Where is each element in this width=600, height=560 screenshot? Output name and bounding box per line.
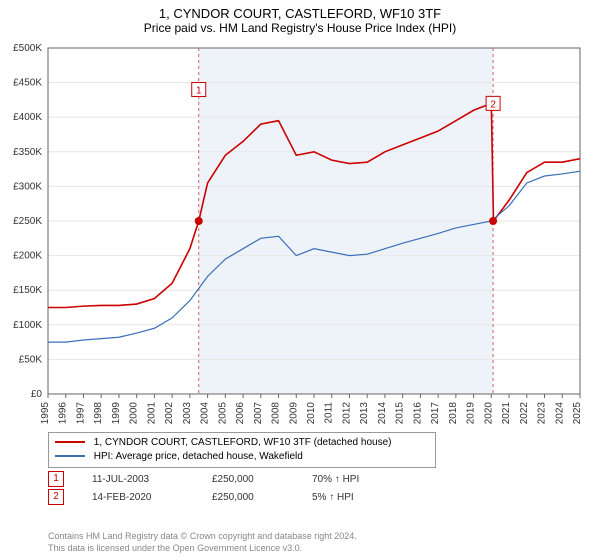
chart-title: 1, CYNDOR COURT, CASTLEFORD, WF10 3TF	[0, 0, 600, 21]
footnote-line: Contains HM Land Registry data © Crown c…	[48, 530, 357, 542]
svg-text:2023: 2023	[537, 402, 548, 425]
svg-text:2013: 2013	[359, 402, 370, 425]
legend-item: 1, CYNDOR COURT, CASTLEFORD, WF10 3TF (d…	[55, 436, 429, 450]
transactions-table: 1 11-JUL-2003 £250,000 70% ↑ HPI 2 14-FE…	[48, 470, 432, 506]
cell-pct: 5% ↑ HPI	[312, 492, 432, 503]
svg-text:2000: 2000	[129, 402, 140, 425]
cell-date: 14-FEB-2020	[92, 492, 212, 503]
footnote-line: This data is licensed under the Open Gov…	[48, 542, 357, 554]
cell-price: £250,000	[212, 492, 312, 503]
svg-text:£500K: £500K	[13, 43, 42, 54]
legend-label: 1, CYNDOR COURT, CASTLEFORD, WF10 3TF (d…	[94, 437, 392, 448]
svg-text:2021: 2021	[501, 402, 512, 425]
svg-text:£250K: £250K	[13, 216, 42, 227]
svg-text:£300K: £300K	[13, 181, 42, 192]
svg-text:2014: 2014	[377, 402, 388, 425]
svg-text:2018: 2018	[448, 402, 459, 425]
svg-text:1998: 1998	[93, 402, 104, 425]
table-row: 2 14-FEB-2020 £250,000 5% ↑ HPI	[48, 488, 432, 506]
svg-text:2011: 2011	[324, 402, 335, 424]
cell-price: £250,000	[212, 474, 312, 485]
svg-text:£150K: £150K	[13, 285, 42, 296]
svg-text:2009: 2009	[288, 402, 299, 425]
marker-badge: 1	[48, 471, 64, 487]
cell-date: 11-JUL-2003	[92, 474, 212, 485]
svg-text:1996: 1996	[58, 402, 69, 425]
svg-text:2025: 2025	[572, 402, 583, 425]
svg-text:2003: 2003	[182, 402, 193, 425]
legend: 1, CYNDOR COURT, CASTLEFORD, WF10 3TF (d…	[48, 432, 436, 468]
svg-text:2010: 2010	[306, 402, 317, 425]
svg-text:£0: £0	[31, 389, 43, 400]
svg-text:1997: 1997	[75, 402, 86, 425]
svg-text:2019: 2019	[466, 402, 477, 425]
svg-text:2: 2	[490, 99, 496, 110]
legend-item: HPI: Average price, detached house, Wake…	[55, 450, 429, 464]
svg-text:2012: 2012	[341, 402, 352, 425]
svg-text:2017: 2017	[430, 402, 441, 425]
svg-text:2001: 2001	[146, 402, 157, 425]
svg-text:£350K: £350K	[13, 147, 42, 158]
svg-text:2007: 2007	[253, 402, 264, 425]
svg-text:£100K: £100K	[13, 320, 42, 331]
svg-text:£450K: £450K	[13, 78, 42, 89]
svg-text:2004: 2004	[200, 402, 211, 425]
svg-text:1: 1	[196, 86, 202, 97]
chart-subtitle: Price paid vs. HM Land Registry's House …	[0, 21, 600, 39]
svg-text:2020: 2020	[483, 402, 494, 425]
svg-text:2006: 2006	[235, 402, 246, 425]
legend-swatch	[55, 441, 85, 443]
svg-text:1995: 1995	[40, 402, 51, 425]
svg-text:2015: 2015	[395, 402, 406, 425]
svg-text:£400K: £400K	[13, 112, 42, 123]
svg-text:2008: 2008	[271, 402, 282, 425]
svg-text:2002: 2002	[164, 402, 175, 425]
svg-text:2022: 2022	[519, 402, 530, 425]
svg-text:£50K: £50K	[19, 354, 43, 365]
line-chart: £0£50K£100K£150K£200K£250K£300K£350K£400…	[48, 48, 580, 424]
marker-badge: 2	[48, 489, 64, 505]
svg-text:2005: 2005	[217, 402, 228, 425]
legend-label: HPI: Average price, detached house, Wake…	[94, 451, 303, 462]
cell-pct: 70% ↑ HPI	[312, 474, 432, 485]
svg-text:2024: 2024	[554, 402, 565, 425]
svg-text:1999: 1999	[111, 402, 122, 425]
table-row: 1 11-JUL-2003 £250,000 70% ↑ HPI	[48, 470, 432, 488]
svg-text:2016: 2016	[412, 402, 423, 425]
svg-text:£200K: £200K	[13, 251, 42, 262]
legend-swatch	[55, 455, 85, 457]
footnote: Contains HM Land Registry data © Crown c…	[48, 530, 357, 554]
chart-area: £0£50K£100K£150K£200K£250K£300K£350K£400…	[48, 48, 580, 394]
